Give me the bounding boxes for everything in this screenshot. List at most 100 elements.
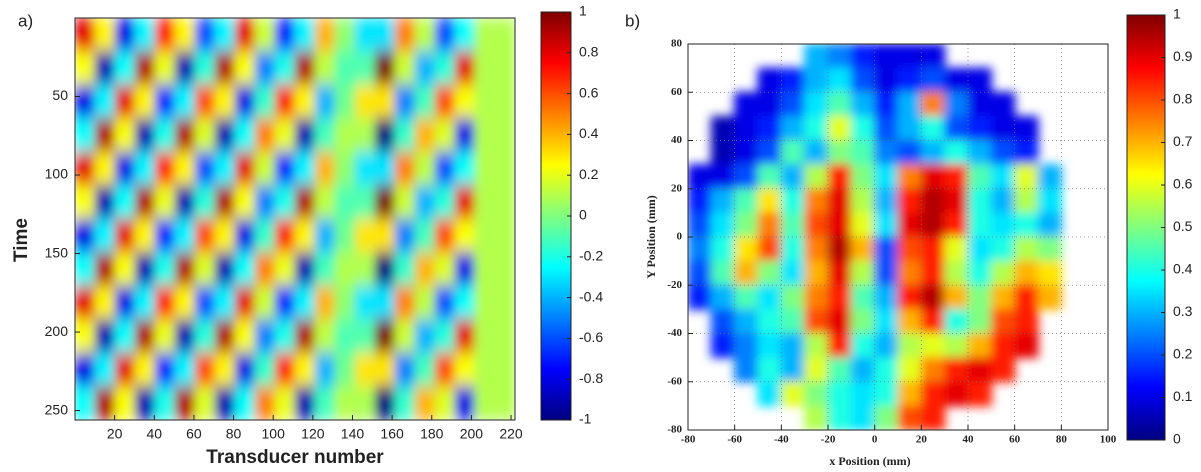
heatmap-cell	[804, 44, 829, 69]
heatmap-cell	[850, 381, 876, 407]
heatmap-cell	[710, 140, 736, 166]
heatmap-cell	[920, 140, 946, 166]
heatmap-cell	[174, 218, 196, 253]
colorbar-tick-label: 0.5	[1173, 218, 1193, 234]
heatmap-cell	[454, 51, 476, 86]
heatmap-cell	[234, 218, 256, 253]
heatmap-cell	[1037, 284, 1062, 310]
heatmap-cell	[897, 115, 922, 141]
heatmap-cell	[294, 185, 316, 220]
y-tick-label: 50	[52, 87, 68, 103]
heatmap-cell	[827, 67, 852, 93]
heatmap-cell	[967, 308, 992, 334]
heatmap-cell	[494, 185, 515, 220]
heatmap-cell	[254, 118, 276, 153]
heatmap-cell	[214, 18, 236, 52]
heatmap-cell	[254, 285, 276, 320]
heatmap-cell	[75, 118, 96, 153]
y-tick-label: -20	[667, 279, 682, 291]
heatmap-cell	[334, 252, 356, 287]
heatmap-cell	[827, 236, 852, 262]
heatmap-cell	[234, 84, 256, 119]
heatmap-cell	[990, 284, 1016, 310]
heatmap-cell	[254, 51, 276, 86]
heatmap-cell	[1037, 188, 1062, 214]
heatmap-cell	[374, 151, 396, 186]
heatmap-cell	[874, 357, 899, 383]
heatmap-cell	[414, 386, 436, 420]
heatmap-cell	[494, 151, 515, 186]
x-tick-label: -40	[774, 434, 789, 446]
heatmap-cell	[850, 212, 876, 238]
heatmap-cell	[757, 284, 782, 310]
heatmap-cell	[827, 140, 852, 166]
heatmap-cell	[294, 386, 316, 420]
heatmap-cell	[874, 333, 899, 359]
heatmap-cell	[827, 333, 852, 359]
heatmap-cell	[850, 44, 876, 69]
heatmap-cell	[944, 91, 969, 117]
heatmap-cell	[134, 285, 156, 320]
heatmap-cell	[804, 188, 829, 214]
heatmap-cell	[780, 164, 806, 190]
heatmap-cell	[734, 236, 759, 262]
x-tick-label: 80	[1056, 434, 1068, 446]
heatmap-cell	[827, 357, 852, 383]
heatmap-cell	[414, 18, 436, 52]
heatmap-cell	[734, 140, 759, 166]
heatmap-cell	[334, 185, 356, 220]
heatmap-cell	[434, 185, 456, 220]
y-tick-label: -40	[667, 327, 682, 339]
heatmap-cell	[94, 218, 116, 253]
heatmap-cell	[454, 84, 476, 119]
colorbar-tick-label: 0.9	[1173, 48, 1193, 64]
colorbar-tick-label: -0.4	[579, 288, 603, 304]
heatmap-cell	[920, 115, 946, 141]
heatmap-cell	[314, 118, 336, 153]
heatmap-cell	[967, 236, 992, 262]
heatmap-cell	[990, 308, 1016, 334]
heatmap-cell	[114, 252, 136, 287]
heatmap-cell	[154, 84, 176, 119]
heatmap-cell	[75, 386, 96, 420]
heatmap-cell	[494, 51, 515, 86]
heatmap-cell	[944, 284, 969, 310]
heatmap-cell	[757, 140, 782, 166]
heatmap-cells	[688, 44, 1062, 430]
heatmap-cell	[234, 18, 256, 52]
colorbar	[540, 11, 572, 421]
heatmap-cell	[374, 352, 396, 387]
heatmap-cell	[154, 218, 176, 253]
heatmap-cell	[990, 91, 1016, 117]
heatmap-cell	[734, 91, 759, 117]
heatmap-cell	[114, 218, 136, 253]
heatmap-cell	[194, 185, 216, 220]
heatmap-cell	[154, 18, 176, 52]
colorbar-tick-label: 1	[579, 3, 587, 19]
heatmap-cell	[804, 91, 829, 117]
y-tick-label: 40	[671, 134, 683, 146]
heatmap-cell	[394, 352, 416, 387]
heatmap-cell	[194, 18, 216, 52]
x-axis-title: x Position (mm)	[829, 454, 910, 468]
heatmap-cell	[434, 285, 456, 320]
heatmap-cell	[920, 44, 946, 69]
heatmap-cell	[354, 151, 376, 186]
heatmap-cell	[710, 284, 736, 310]
heatmap-cell	[274, 352, 296, 387]
x-tick-label: 80	[226, 426, 242, 442]
heatmap-cell	[967, 188, 992, 214]
heatmap-cell	[214, 51, 236, 86]
heatmap-cell	[114, 18, 136, 52]
heatmap-cell	[394, 319, 416, 354]
heatmap-cell	[874, 140, 899, 166]
heatmap-cell	[174, 18, 196, 52]
heatmap-cell	[314, 218, 336, 253]
heatmap-cell	[920, 333, 946, 359]
heatmap-cell	[174, 285, 196, 320]
heatmap-cell	[920, 91, 946, 117]
y-tick-label: -80	[667, 424, 682, 436]
heatmap-cell	[827, 188, 852, 214]
heatmap-cell	[804, 236, 829, 262]
heatmap-cell	[1014, 333, 1039, 359]
